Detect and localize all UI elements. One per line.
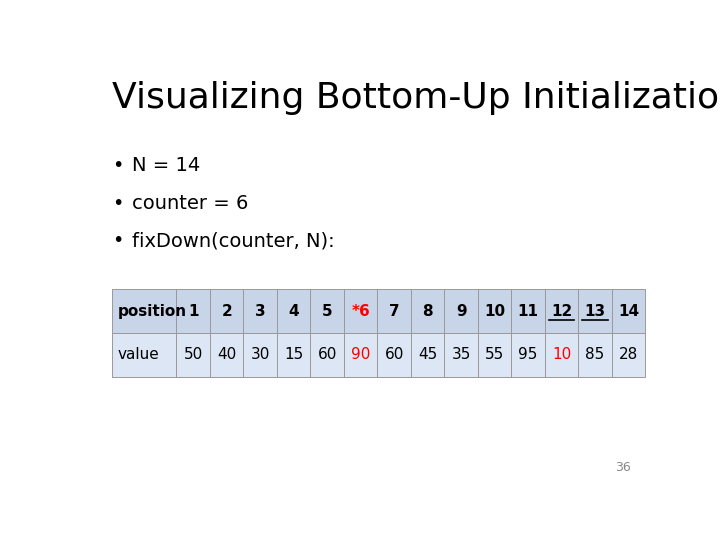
Text: 45: 45 — [418, 347, 437, 362]
Bar — [277, 289, 310, 333]
Text: 50: 50 — [184, 347, 203, 362]
Text: 95: 95 — [518, 347, 538, 362]
Text: 60: 60 — [318, 347, 337, 362]
Text: 8: 8 — [422, 303, 433, 319]
Bar — [411, 289, 444, 333]
Text: 12: 12 — [551, 303, 572, 319]
Text: •: • — [112, 231, 124, 250]
Text: N = 14: N = 14 — [132, 156, 200, 176]
Text: *6: *6 — [351, 303, 370, 319]
Text: value: value — [118, 347, 160, 362]
Text: 1: 1 — [188, 303, 199, 319]
Text: 35: 35 — [451, 347, 471, 362]
Text: 90: 90 — [351, 347, 370, 362]
Text: Visualizing Bottom-Up Initialization: Visualizing Bottom-Up Initialization — [112, 82, 720, 116]
Text: 4: 4 — [288, 303, 299, 319]
Text: 7: 7 — [389, 303, 400, 319]
Bar — [210, 289, 243, 333]
Bar — [511, 289, 545, 333]
Bar — [545, 289, 578, 333]
Text: 60: 60 — [384, 347, 404, 362]
Text: position: position — [118, 303, 187, 319]
Bar — [444, 289, 478, 333]
Text: fixDown(counter, N):: fixDown(counter, N): — [132, 231, 335, 250]
Text: 14: 14 — [618, 303, 639, 319]
Bar — [444, 333, 478, 377]
Text: 30: 30 — [251, 347, 270, 362]
Bar — [277, 333, 310, 377]
Bar — [612, 333, 645, 377]
Bar — [511, 333, 545, 377]
Text: 2: 2 — [221, 303, 232, 319]
Text: 10: 10 — [484, 303, 505, 319]
Text: counter = 6: counter = 6 — [132, 194, 248, 213]
Bar — [578, 289, 612, 333]
Text: •: • — [112, 194, 124, 213]
Text: 40: 40 — [217, 347, 236, 362]
Bar — [344, 289, 377, 333]
Text: 10: 10 — [552, 347, 571, 362]
Text: 13: 13 — [585, 303, 606, 319]
Text: 5: 5 — [322, 303, 333, 319]
Bar — [478, 333, 511, 377]
Bar — [411, 333, 444, 377]
Bar — [243, 333, 277, 377]
Bar — [578, 333, 612, 377]
Text: 28: 28 — [619, 347, 638, 362]
Text: 11: 11 — [518, 303, 539, 319]
Bar — [210, 333, 243, 377]
Bar — [176, 333, 210, 377]
Bar — [377, 333, 411, 377]
Text: 55: 55 — [485, 347, 504, 362]
Text: 36: 36 — [616, 461, 631, 474]
Bar — [310, 333, 344, 377]
Bar — [377, 289, 411, 333]
Bar — [478, 289, 511, 333]
Bar — [612, 289, 645, 333]
Bar — [310, 289, 344, 333]
Text: •: • — [112, 156, 124, 176]
Text: 15: 15 — [284, 347, 303, 362]
Bar — [545, 333, 578, 377]
Bar — [243, 289, 277, 333]
Text: 9: 9 — [456, 303, 467, 319]
Text: 3: 3 — [255, 303, 266, 319]
Text: 85: 85 — [585, 347, 605, 362]
Bar — [176, 289, 210, 333]
Bar — [344, 333, 377, 377]
